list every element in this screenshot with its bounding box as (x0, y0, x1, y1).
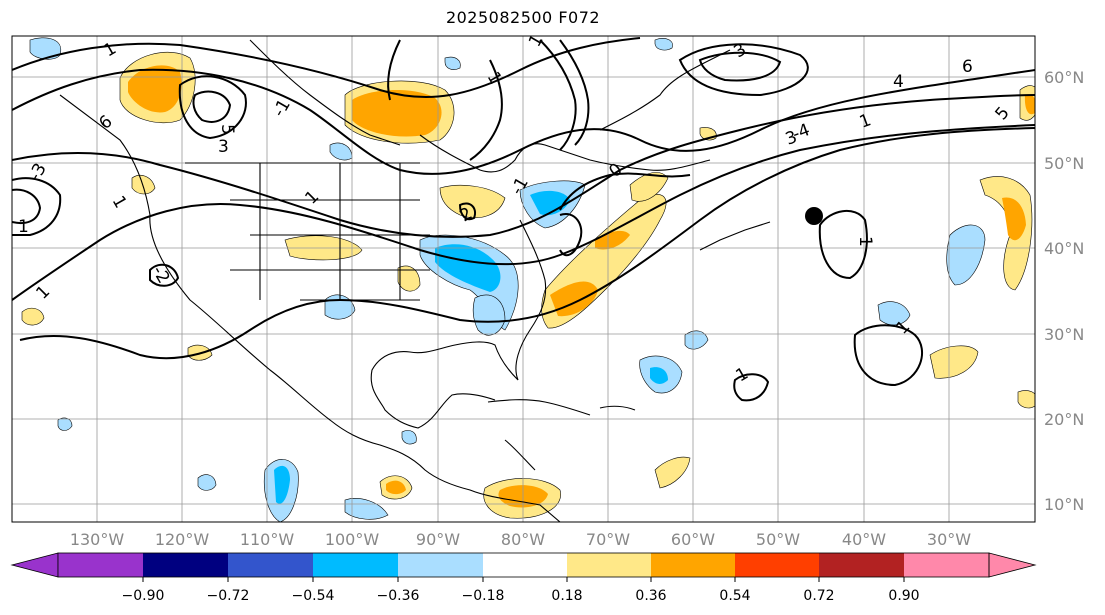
colorbar-tick-label: −0.18 (462, 588, 505, 604)
longitude-labels: 130°W 120°W 110°W 100°W 90°W 80°W 70°W 6… (70, 530, 971, 549)
lon-label: 80°W (501, 530, 545, 549)
colorbar-extend-low (10, 552, 59, 578)
lat-label: 50°N (1044, 154, 1084, 173)
lon-label: 30°W (927, 530, 971, 549)
chart-title: 2025082500 F072 (445, 8, 601, 27)
contour-label: 5 (217, 124, 237, 135)
lat-label: 20°N (1044, 410, 1084, 429)
contour-label: 3 (218, 137, 229, 157)
colorbar: −0.90 −0.72 −0.54 −0.36 −0.18 0.18 0.36 … (10, 552, 1037, 604)
contour-label: 6 (962, 57, 973, 77)
lat-label: 60°N (1044, 68, 1084, 87)
lon-label: 90°W (416, 530, 460, 549)
contour-label: 1 (855, 236, 875, 247)
colorbar-extend-high (988, 552, 1037, 578)
colorbar-tick-label: 0.36 (635, 588, 666, 604)
lat-label: 30°N (1044, 325, 1084, 344)
colorbar-tick-label: 0.18 (551, 588, 582, 604)
lat-label: 40°N (1044, 239, 1084, 258)
lon-label: 40°W (842, 530, 886, 549)
map-content: 1 5 3 -1 1 1 3 4 6 5 -4 3 6 1 -3 1 1 2 -… (12, 36, 1035, 522)
colorbar-tick-label: 0.72 (803, 588, 834, 604)
map-frame (11, 35, 1036, 523)
lon-label: 100°W (325, 530, 380, 549)
colorbar-tick-label: −0.54 (292, 588, 335, 604)
contours (12, 37, 1035, 402)
lon-label: 50°W (756, 530, 800, 549)
lon-label: 70°W (586, 530, 630, 549)
lon-label: 110°W (240, 530, 295, 549)
location-marker (805, 207, 823, 225)
colorbar-tick-label: −0.36 (377, 588, 420, 604)
latitude-labels: 60°N 50°N 40°N 30°N 20°N 10°N (1044, 68, 1084, 514)
colorbar-tick-label: −0.72 (207, 588, 250, 604)
colorbar-tick-label: 0.54 (719, 588, 750, 604)
gridlines (12, 36, 1035, 522)
colorbar-tick-label: −0.90 (122, 588, 165, 604)
colorbar-tick-label: 0.90 (888, 588, 919, 604)
contour-label: 4 (893, 72, 904, 92)
contour-label: 1 (18, 217, 29, 237)
contour-label: -4 (790, 120, 813, 145)
lat-label: 10°N (1044, 495, 1084, 514)
lon-label: 120°W (155, 530, 210, 549)
coastlines (59, 39, 771, 522)
lon-label: 60°W (671, 530, 715, 549)
lon-label: 130°W (70, 530, 125, 549)
